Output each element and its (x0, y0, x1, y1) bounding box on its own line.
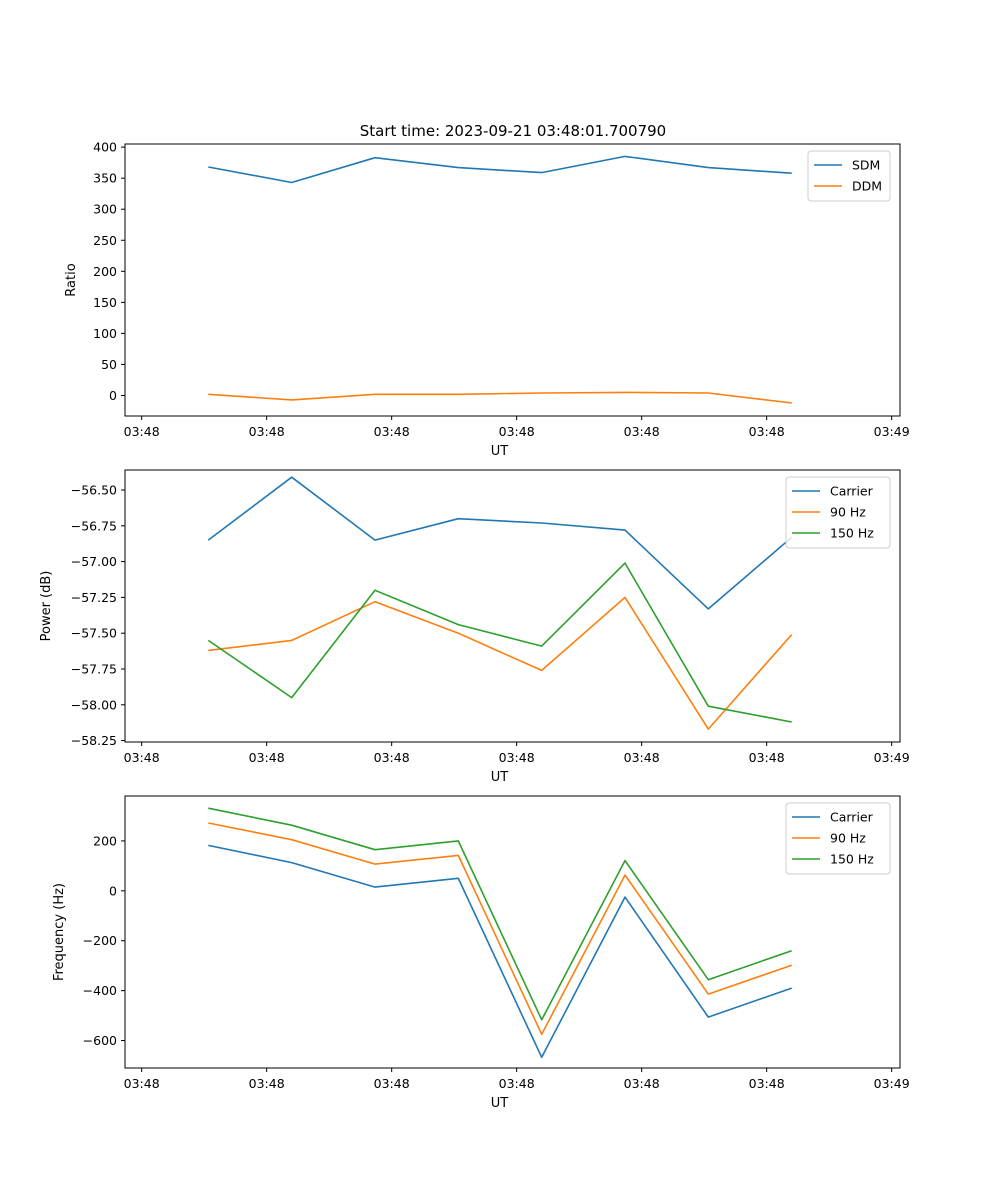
legend-label: 150 Hz (830, 526, 874, 541)
legend: SDM DDM (807, 150, 891, 202)
axes-frame (124, 469, 901, 743)
legend-label: DDM (852, 179, 882, 194)
y-axis-label: Frequency (Hz) (52, 883, 67, 981)
y-tick-label: 350 (93, 171, 117, 186)
legend-label: SDM (852, 158, 880, 173)
legend-label: 90 Hz (830, 831, 866, 846)
x-tick-label: 03:48 (499, 1076, 535, 1091)
y-tick-label: −200 (83, 933, 117, 948)
y-axis-label: Power (dB) (39, 571, 54, 642)
y-tick-label: −57.25 (71, 590, 117, 605)
y-tick-label: −58.25 (71, 733, 117, 748)
figure-title: Start time: 2023-09-21 03:48:01.700790 (360, 122, 666, 140)
x-tick-label: 03:49 (874, 424, 910, 439)
x-tick-label: 03:48 (124, 750, 160, 765)
legend-label: Carrier (830, 484, 874, 499)
y-tick-label: −58.00 (71, 697, 117, 712)
series-line-90-hz (208, 822, 792, 1036)
x-tick-label: 03:49 (874, 1076, 910, 1091)
y-tick-label: 0 (109, 388, 117, 403)
x-tick-label: 03:48 (624, 424, 660, 439)
y-tick-label: 300 (93, 202, 117, 217)
legend-frame (785, 802, 891, 875)
x-tick-label: 03:48 (374, 750, 410, 765)
y-axis-label: Ratio (64, 263, 79, 296)
series-line-carrier (208, 844, 792, 1059)
y-tick-label: 100 (93, 326, 117, 341)
x-tick-label: 03:49 (874, 750, 910, 765)
panel-power: −58.25 −58.00 −57.75 −57.50 −57.25 −57.00 −56.… (39, 469, 910, 785)
y-tick-label: −57.50 (71, 626, 117, 641)
y-tick-label: 250 (93, 233, 117, 248)
legend-label: Carrier (830, 810, 874, 825)
x-tick-label: 03:48 (374, 1076, 410, 1091)
x-tick-label: 03:48 (624, 1076, 660, 1091)
x-tick-label: 03:48 (499, 750, 535, 765)
legend: Carrier 90 Hz 150 Hz (785, 476, 891, 549)
x-tick-label: 03:48 (749, 750, 785, 765)
x-tick-label: 03:48 (749, 424, 785, 439)
y-tick-label: −57.75 (71, 661, 117, 676)
x-tick-label: 03:48 (374, 424, 410, 439)
y-tick-label: 200 (93, 264, 117, 279)
y-tick-label: −56.50 (71, 483, 117, 498)
legend-frame (785, 476, 891, 549)
series-line-sdm (208, 155, 792, 184)
series-line-90-hz (208, 596, 793, 730)
x-axis-label: UT (491, 1096, 509, 1111)
x-axis-label: UT (491, 770, 509, 785)
panel-frequency: −600 −400 −200 0 200 03:48 03:48 03:48 03:48 03:4… (52, 795, 910, 1111)
series-line-ddm (208, 391, 792, 404)
y-tick-label: 200 (93, 833, 117, 848)
x-tick-label: 03:48 (749, 1076, 785, 1091)
legend-label: 150 Hz (830, 852, 874, 867)
legend: Carrier 90 Hz 150 Hz (785, 802, 891, 875)
series-line-carrier (207, 476, 793, 610)
y-tick-label: −57.00 (71, 554, 117, 569)
y-tick-label: −56.75 (71, 518, 117, 533)
x-tick-label: 03:48 (624, 750, 660, 765)
axes-frame (124, 143, 901, 417)
y-tick-label: 0 (109, 883, 117, 898)
x-axis-label: UT (491, 444, 509, 459)
y-tick-label: 50 (101, 357, 117, 372)
axes-frame (124, 795, 901, 1069)
x-tick-label: 03:48 (499, 424, 535, 439)
y-tick-label: −600 (83, 1033, 117, 1048)
y-tick-label: 150 (93, 295, 117, 310)
x-tick-label: 03:48 (249, 424, 285, 439)
panel-ratio: 0 50 100 150 200 250 300 350 400 03:48 03:48 03:48 0… (64, 140, 910, 459)
x-tick-label: 03:48 (124, 1076, 160, 1091)
legend-frame (807, 150, 891, 202)
x-tick-label: 03:48 (249, 750, 285, 765)
y-tick-label: 400 (93, 140, 117, 155)
x-tick-label: 03:48 (249, 1076, 285, 1091)
legend-label: 90 Hz (830, 505, 866, 520)
series-line-150-hz (207, 562, 792, 723)
x-tick-label: 03:48 (124, 424, 160, 439)
y-tick-label: −400 (83, 983, 117, 998)
series-line-150-hz (208, 807, 792, 1021)
